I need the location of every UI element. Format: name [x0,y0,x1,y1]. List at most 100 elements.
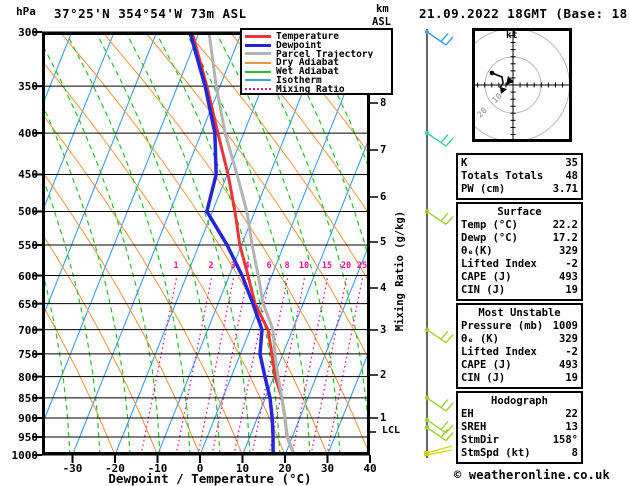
table-row-label: CIN (J) [461,372,506,384]
legend-label: Dewpoint [276,40,322,50]
pressure-tick-label: 350 [18,80,38,94]
indices-table: K 35 Totals Totals 48 PW (cm) 3.71 Surface Temp… [456,153,583,466]
table-row-value: 19 [565,284,578,296]
mixing-ratio-tick-label: 8 [284,261,290,271]
legend-swatch [245,88,271,91]
table-row-value: 22 [565,408,578,420]
table-row: CIN (J) 19 [461,284,578,297]
table-row-label: Pressure (mb) [461,320,544,332]
table-section-title: Surface [497,206,542,218]
table-row: K 35 [461,157,578,170]
mixing-ratio-tick-label: 4 [244,261,250,271]
table-row-label: StmSpd (kt) [461,447,531,459]
pressure-tick-label: 600 [18,269,38,283]
wind-barb [424,445,453,456]
height-tick-label: 4 [380,282,387,294]
curve-parcel-trajectory [207,32,296,455]
legend-swatch [245,61,271,64]
wind-barb [424,425,454,442]
legend-item: Dewpoint [245,41,388,50]
pressure-tick-label: 450 [18,168,38,182]
mixing-ratio-tick-label: 20 [340,261,352,271]
wind-barb [424,209,454,226]
curve-dewpoint [188,32,275,455]
legend-swatch [245,70,271,73]
temperature-tick-label: -20 [105,462,125,475]
mixing-ratio-tick-label: 3 [230,261,236,271]
hodograph-unit-label: kt [506,30,518,41]
legend-swatch [245,34,271,38]
pressure-tick-label: 750 [18,347,38,361]
legend-item: Mixing Ratio [245,85,388,94]
table-row-value: 493 [559,271,578,283]
table-row-value: 13 [565,421,578,433]
legend: Temperature Dewpoint Parcel Trajectory Dry … [240,28,393,95]
pressure-tick-label: 800 [18,370,38,384]
legend-label: Mixing Ratio [276,84,345,94]
table-row-value: 35 [565,157,578,169]
datetime-title: 21.09.2022 18GMT (Base: 18) [419,6,629,21]
lcl-label: LCL [382,425,401,436]
legend-item: Wet Adiabat [245,67,388,76]
pressure-tick-label: 400 [18,127,38,141]
height-tick-label: 7 [380,144,387,156]
table-row-label: EH [461,408,474,420]
isotherm-grid [42,32,370,455]
wind-barb [424,417,454,434]
table-row: θₑ (K) 329 [461,333,578,346]
legend-label: Isotherm [276,75,322,85]
table-row: EH 22 [461,408,578,421]
temperature-tick-label: -30 [62,462,83,475]
sounding-curves [188,32,296,455]
location-title: 37°25'N 354°54'W 73m ASL [54,6,247,21]
legend-swatch [245,43,271,47]
wind-barb [424,29,454,46]
table-row-label: θₑ(K) [461,245,493,257]
table-row-label: θₑ (K) [461,333,499,345]
temperature-tick-label: 30 [320,462,335,475]
legend-label: Dry Adiabat [276,58,339,68]
table-row: StmSpd (kt) 8 [461,447,578,460]
table-row: Dewp (°C) 17.2 [461,232,578,245]
legend-item: Parcel Trajectory [245,50,388,58]
table-row-label: K [461,157,468,169]
km-unit-label: km [376,3,389,15]
pressure-tick-label: 950 [18,430,38,444]
table-row-value: 329 [559,245,578,257]
table-row: SREH 13 [461,421,578,434]
plot-border [42,32,370,455]
table-row-label: CAPE (J) [461,359,512,371]
table-row: CAPE (J) 493 [461,359,578,372]
temperature-tick-label: 40 [363,462,377,475]
table-row: Temp (°C) 22.2 [461,219,578,232]
height-tick-label: 1 [380,412,387,424]
mixing-ratio-tick-label: 15 [321,261,333,271]
table-section: Most Unstable Pressure (mb) 1009 θₑ (K) 329 L… [456,303,583,389]
pressure-tick-label: 300 [18,26,38,39]
mixing-ratio-tick-label: 6 [266,261,272,271]
pressure-tick-label: 500 [18,205,38,219]
legend-item: Dry Adiabat [245,58,388,67]
table-row: Pressure (mb) 1009 [461,320,578,333]
table-section: K 35 Totals Totals 48 PW (cm) 3.71 [456,153,583,200]
height-tick-label: 8 [380,97,387,109]
pressure-unit-label: hPa [16,5,36,18]
wind-barb [424,130,454,147]
table-row-label: PW (cm) [461,183,506,195]
wind-barb-column [424,29,454,458]
axis-ticks [33,31,378,463]
temperature-tick-label: 10 [235,462,250,475]
table-row-label: Totals Totals [461,170,544,182]
pressure-tick-label: 650 [18,297,38,311]
table-row-value: 329 [559,333,578,345]
table-section: Hodograph EH 22 SREH 13 StmDir 158° StmSpd (kt)… [456,391,583,464]
temperature-tick-label: 20 [278,462,292,475]
table-row-value: 3.71 [552,183,578,195]
table-row: Totals Totals 48 [461,170,578,183]
table-row: Lifted Index -2 [461,258,578,271]
mixing-ratio-tick-label: 25 [356,261,368,271]
legend-swatch [245,79,271,82]
pressure-tick-label: 850 [18,391,38,405]
